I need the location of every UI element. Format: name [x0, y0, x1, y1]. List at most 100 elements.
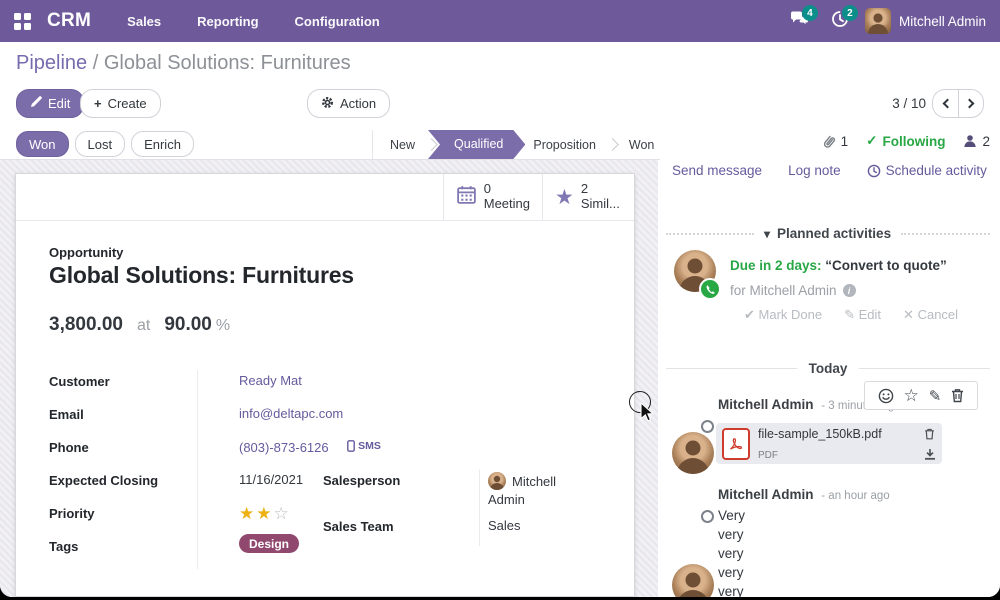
calendar-icon: [456, 184, 477, 210]
stage-pipeline: New Qualified Proposition Won: [378, 130, 660, 159]
breadcrumb-pipeline-link[interactable]: Pipeline: [16, 52, 88, 74]
star-message-button[interactable]: ☆: [903, 385, 919, 405]
apps-menu-icon[interactable]: [14, 12, 31, 30]
star-filled-icon[interactable]: ★: [256, 504, 274, 523]
edit-button[interactable]: Edit: [16, 89, 85, 118]
activities-count-badge: 2: [841, 5, 858, 21]
opportunity-title: Global Solutions: Furnitures: [49, 262, 354, 288]
at-word: at: [136, 317, 151, 334]
planned-activities-title: Planned activities: [777, 226, 892, 241]
stage-won[interactable]: Won: [628, 137, 655, 152]
message-author-name[interactable]: Mitchell Admin: [718, 397, 814, 412]
message-author-name[interactable]: Mitchell Admin: [718, 487, 814, 502]
download-icon: [925, 448, 935, 460]
download-attachment-button[interactable]: [924, 448, 936, 460]
delete-attachment-button[interactable]: [924, 428, 936, 440]
create-button-label: Create: [107, 96, 147, 111]
mark-done-button[interactable]: ✔ Mark Done: [744, 307, 822, 323]
salesperson-label: Salesperson: [323, 473, 401, 488]
schedule-activity-button[interactable]: Schedule activity: [867, 163, 987, 178]
breadcrumb: Pipeline / Global Solutions: Furnitures: [16, 52, 351, 75]
chatter-actions-row: Send message Log note Schedule activity: [672, 163, 987, 178]
delete-message-button[interactable]: [951, 388, 964, 403]
chevron-right-icon: [964, 98, 975, 109]
similar-leads-smart-button[interactable]: ★ 2 Simil...: [542, 174, 634, 220]
star-filled-icon[interactable]: ★: [239, 504, 257, 523]
breadcrumb-current: Global Solutions: Furnitures: [103, 52, 351, 74]
activity-edit-button[interactable]: ✎ Edit: [844, 307, 881, 323]
activity-assignee-line: for Mitchell Admin i: [730, 283, 856, 298]
following-button[interactable]: ✓ Following: [866, 133, 945, 149]
phone-label: Phone: [49, 440, 89, 455]
sms-button[interactable]: SMS: [347, 440, 381, 452]
field-row-phone: Phone (803)-873-6126 SMS: [49, 439, 449, 457]
customer-value-link[interactable]: Ready Mat: [239, 373, 302, 388]
revenue-amount: 3,800.00: [49, 314, 123, 335]
phone-value-link[interactable]: (803)-873-6126: [239, 440, 329, 455]
menu-reporting[interactable]: Reporting: [197, 13, 259, 29]
activity-edit-label: Edit: [858, 307, 882, 322]
app-name[interactable]: CRM: [47, 10, 92, 31]
attachment-card[interactable]: file-sample_150kB.pdf PDF: [716, 423, 942, 464]
attachments-button[interactable]: 1: [823, 133, 849, 149]
message-hover-toolbar: ☆ ✎: [864, 381, 978, 410]
chevron-left-icon: [942, 98, 952, 109]
email-label: Email: [49, 407, 84, 422]
field-row-tags: Tags Design: [49, 534, 449, 556]
add-reaction-button[interactable]: [878, 388, 894, 404]
attachment-filename[interactable]: file-sample_150kB.pdf: [758, 427, 882, 442]
message-body-line: very: [718, 584, 744, 597]
pager-next-button[interactable]: [958, 89, 984, 118]
send-message-button[interactable]: Send message: [672, 163, 763, 178]
salesperson-avatar: [488, 472, 506, 490]
star-empty-icon[interactable]: ☆: [273, 504, 291, 523]
info-icon: i: [842, 284, 856, 297]
action-button[interactable]: Action: [307, 89, 391, 118]
field-group-separator: [479, 469, 480, 546]
plus-icon: +: [94, 96, 102, 111]
enrich-button[interactable]: Enrich: [131, 131, 194, 157]
menu-configuration[interactable]: Configuration: [294, 13, 380, 29]
top-navbar: CRM Sales Reporting Configuration 4 2: [0, 0, 1000, 42]
activity-for-text: for Mitchell Admin: [730, 283, 837, 298]
menu-sales[interactable]: Sales: [127, 13, 162, 29]
paperclip-icon: [823, 135, 835, 148]
pager-previous-button[interactable]: [932, 89, 958, 118]
stage-qualified-active[interactable]: Qualified: [428, 130, 525, 159]
followers-button[interactable]: 2: [963, 134, 990, 149]
planned-activities-toggle[interactable]: ▾ Planned activities: [764, 226, 891, 241]
attachments-count: 1: [840, 133, 849, 149]
lost-button[interactable]: Lost: [74, 131, 126, 157]
sales-team-label: Sales Team: [323, 519, 394, 534]
log-note-button[interactable]: Log note: [788, 163, 841, 178]
won-button[interactable]: Won: [16, 131, 69, 157]
person-icon: [964, 135, 977, 147]
salesperson-value[interactable]: Mitchell Admin: [488, 474, 557, 507]
sales-team-value[interactable]: Sales: [488, 518, 521, 533]
today-divider: Today: [666, 361, 991, 376]
messages-button[interactable]: 4: [785, 5, 818, 36]
activity-cancel-label: Cancel: [917, 307, 959, 322]
user-menu[interactable]: Mitchell Admin: [864, 8, 986, 34]
check-icon: ✓: [866, 133, 878, 148]
activities-button[interactable]: 2: [825, 5, 858, 36]
activity-cancel-button[interactable]: ✕ Cancel: [903, 307, 958, 323]
email-value-link[interactable]: info@deltapc.com: [239, 406, 344, 421]
tags-label: Tags: [49, 539, 79, 554]
gear-icon: [321, 96, 334, 112]
stage-new[interactable]: New: [390, 137, 416, 152]
priority-stars[interactable]: ★★☆: [239, 505, 291, 522]
customer-label: Customer: [49, 374, 110, 389]
pencil-icon: ✎: [844, 307, 856, 322]
dotted-divider: [666, 232, 754, 235]
message-body: Very very very very very: [718, 506, 745, 597]
pager-counter: 3 / 10: [892, 96, 926, 111]
create-button[interactable]: + Create: [80, 89, 161, 118]
trash-icon: [925, 428, 934, 439]
messages-count-badge: 4: [801, 5, 818, 21]
edit-message-button[interactable]: ✎: [928, 387, 942, 405]
meetings-smart-button[interactable]: 0 Meeting: [442, 174, 542, 220]
activity-summary: “Convert to quote”: [825, 258, 947, 273]
stage-proposition[interactable]: Proposition: [533, 137, 596, 152]
